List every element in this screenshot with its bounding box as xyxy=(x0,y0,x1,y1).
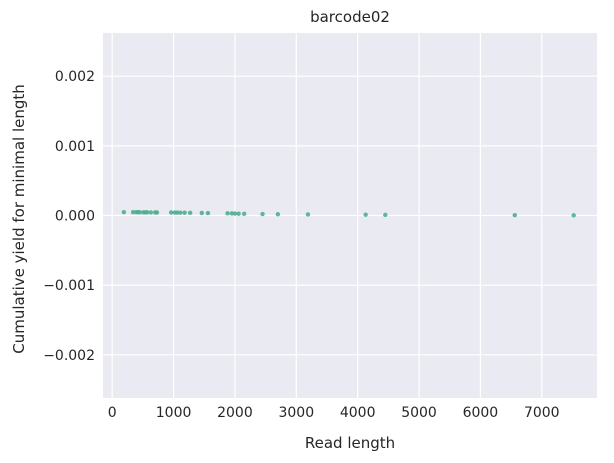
x-tick-label: 0 xyxy=(108,405,117,421)
x-tick-label: 7000 xyxy=(524,405,560,421)
data-point xyxy=(199,210,204,216)
data-point xyxy=(144,210,150,215)
x-tick-label: 6000 xyxy=(463,405,499,421)
data-point xyxy=(225,211,230,216)
data-point xyxy=(571,213,576,218)
y-axis-ticks: 0.002 0.001 0.000 −0.001 −0.002 xyxy=(43,69,95,364)
data-point xyxy=(512,212,517,218)
data-point xyxy=(137,210,143,215)
data-point xyxy=(260,211,265,217)
data-point xyxy=(236,211,241,216)
y-tick-label: −0.002 xyxy=(43,348,95,364)
y-tick-label: 0.000 xyxy=(55,209,95,225)
data-point xyxy=(305,212,311,217)
data-point xyxy=(232,211,238,216)
x-tick-label: 5000 xyxy=(401,405,437,421)
y-axis-title: Cumulative yield for minimal length xyxy=(10,84,28,354)
x-tick-label: 4000 xyxy=(340,405,376,421)
chart-title: barcode02 xyxy=(310,8,390,26)
y-tick-label: 0.002 xyxy=(55,69,95,85)
data-point xyxy=(154,210,160,215)
data-point xyxy=(175,210,180,215)
y-tick-label: 0.001 xyxy=(55,139,95,155)
x-axis-title: Read length xyxy=(305,434,395,452)
data-point xyxy=(363,212,368,217)
data-point xyxy=(178,210,183,215)
data-point xyxy=(130,209,136,215)
data-point xyxy=(275,212,281,217)
data-point xyxy=(148,210,154,215)
x-tick-label: 1000 xyxy=(156,405,192,421)
data-point xyxy=(383,212,388,218)
x-axis-ticks: 0 1000 2000 3000 4000 5000 6000 7000 xyxy=(108,405,560,421)
data-point xyxy=(205,210,211,216)
data-point xyxy=(241,211,247,217)
data-point xyxy=(182,210,187,215)
data-points xyxy=(121,209,576,218)
x-tick-label: 2000 xyxy=(217,405,253,421)
x-tick-label: 3000 xyxy=(278,405,314,421)
y-tick-label: −0.001 xyxy=(43,278,95,294)
data-point xyxy=(121,209,127,215)
data-point xyxy=(187,210,193,216)
data-point xyxy=(168,210,174,215)
